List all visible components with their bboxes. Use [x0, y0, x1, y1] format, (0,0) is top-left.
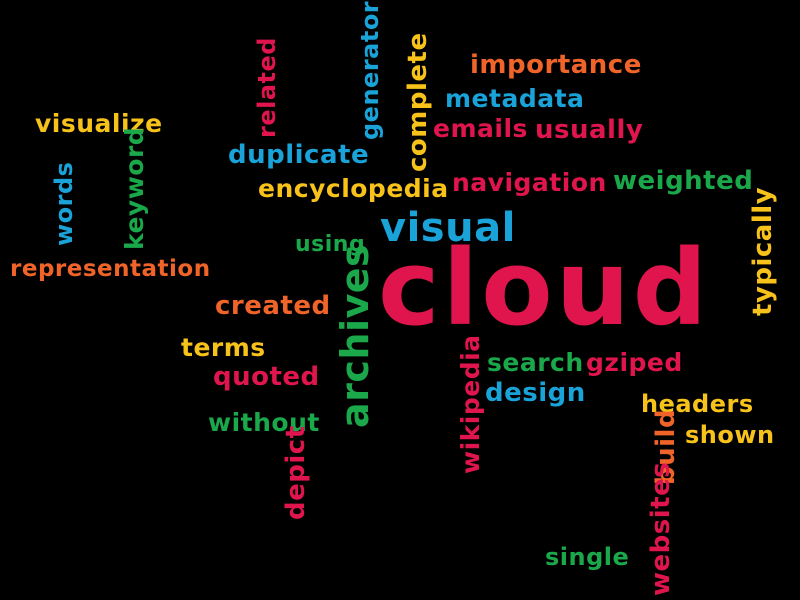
- word-wikipedia: wikipedia: [456, 334, 485, 474]
- word-encyclopedia: encyclopedia: [258, 174, 449, 203]
- word-visual: visual: [380, 205, 516, 251]
- word-representation: representation: [10, 256, 211, 282]
- word-words: words: [50, 161, 78, 246]
- word-design: design: [485, 378, 586, 408]
- word-navigation: navigation: [452, 168, 607, 197]
- word-created: created: [215, 291, 331, 321]
- word-websites: websites: [646, 461, 676, 596]
- word-single: single: [545, 543, 630, 571]
- word-related: related: [253, 37, 281, 138]
- word-generator: generator: [356, 0, 384, 140]
- word-depict: depict: [281, 425, 311, 520]
- word-keyword: keyword: [120, 126, 149, 250]
- word-headers: headers: [641, 390, 754, 418]
- word-using: using: [295, 232, 366, 257]
- word-quoted: quoted: [213, 362, 320, 392]
- word-weighted: weighted: [613, 166, 754, 196]
- word-typically: typically: [748, 186, 778, 316]
- word-complete: complete: [403, 32, 433, 172]
- word-cloud-main: cloud: [378, 227, 711, 349]
- word-visualize: visualize: [35, 109, 163, 138]
- word-gziped: gziped: [586, 348, 683, 377]
- word-emails: emails: [433, 114, 528, 143]
- word-archives: archives: [333, 243, 377, 428]
- word-shown: shown: [685, 421, 775, 449]
- word-without: without: [208, 408, 320, 437]
- word-importance: importance: [470, 50, 642, 80]
- word-usually: usually: [535, 115, 644, 145]
- word-search: search: [487, 348, 584, 377]
- word-metadata: metadata: [445, 84, 585, 113]
- word-duplicate: duplicate: [228, 140, 370, 170]
- word-terms: terms: [181, 333, 266, 362]
